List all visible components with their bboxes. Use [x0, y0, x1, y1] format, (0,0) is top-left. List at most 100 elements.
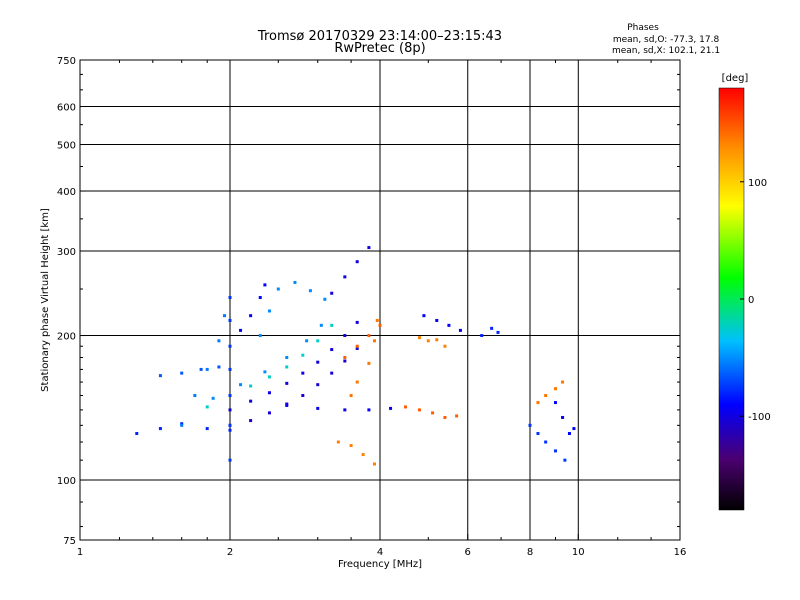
data-point [301, 394, 305, 398]
data-point [228, 344, 232, 348]
data-point [417, 336, 421, 340]
data-point [285, 365, 289, 369]
data-point [249, 314, 253, 318]
x-tick-label: 16 [674, 547, 687, 558]
data-point [285, 381, 289, 385]
data-point [490, 326, 494, 330]
colorbar-tick-label: -100 [748, 412, 771, 423]
data-point [135, 432, 139, 436]
data-point [336, 440, 340, 444]
colorbar-tick-label: 100 [748, 178, 767, 189]
data-point [301, 371, 305, 375]
data-point [561, 380, 565, 384]
data-point [553, 387, 557, 391]
colorbar-label: [deg] [722, 73, 749, 84]
data-point [249, 399, 253, 403]
data-point [361, 453, 365, 457]
data-point [355, 380, 359, 384]
phases-o-stats: mean, sd,O: -77.3, 17.8 [613, 35, 720, 45]
x-axis-label: Frequency [MHz] [338, 559, 422, 570]
data-point [544, 440, 548, 444]
data-point [355, 320, 359, 324]
data-point [316, 360, 320, 364]
data-point [267, 375, 271, 379]
data-point [323, 297, 327, 301]
data-point [443, 415, 447, 419]
data-point [435, 318, 439, 322]
data-point [349, 444, 353, 448]
data-point [553, 449, 557, 453]
data-point [572, 427, 576, 431]
data-point [316, 406, 320, 410]
data-point [249, 419, 253, 423]
data-point [267, 309, 271, 313]
data-point [199, 367, 203, 371]
y-tick-label: 400 [57, 187, 76, 198]
chart-subtitle: RwPretec (8p) [334, 41, 425, 56]
y-tick-label: 300 [57, 247, 76, 258]
data-point [239, 328, 243, 332]
grid-layer [80, 60, 680, 540]
data-point [426, 339, 430, 343]
data-point [301, 353, 305, 357]
data-point [431, 411, 435, 415]
data-point [343, 408, 347, 412]
data-point [228, 318, 232, 322]
data-point [158, 374, 162, 378]
data-point [223, 314, 227, 318]
data-point [544, 394, 548, 398]
data-point [567, 432, 571, 436]
data-point [563, 458, 567, 462]
y-axis-label: Stationary phase Virtual Height [km] [40, 208, 51, 392]
data-point [319, 323, 323, 327]
data-point [330, 371, 334, 375]
data-point [422, 314, 426, 318]
phases-x-stats: mean, sd,X: 102.1, 21.1 [612, 46, 720, 56]
data-point [330, 291, 334, 295]
data-point [367, 361, 371, 365]
data-point [239, 383, 243, 387]
data-point [373, 462, 377, 466]
data-point [355, 344, 359, 348]
x-tick-label: 1 [77, 547, 83, 558]
data-point [378, 323, 382, 327]
data-point [496, 330, 500, 334]
data-point [330, 323, 334, 327]
data-point [276, 287, 280, 291]
data-point [217, 365, 221, 369]
data-point [367, 246, 371, 250]
data-point [293, 280, 297, 284]
data-point [536, 432, 540, 436]
x-tick-label: 10 [572, 547, 585, 558]
data-point [285, 355, 289, 359]
data-point [263, 283, 267, 287]
y-tick-label: 100 [57, 476, 76, 487]
data-point [193, 394, 197, 398]
data-point [435, 338, 439, 342]
data-point [211, 396, 215, 400]
data-point [217, 339, 221, 343]
data-point [367, 334, 371, 338]
data-point [343, 359, 347, 363]
data-point [455, 414, 459, 418]
y-tick-label: 75 [63, 536, 76, 547]
y-tick-label: 500 [57, 141, 76, 152]
data-point [205, 367, 209, 371]
colorbar-tick-label: 0 [748, 295, 754, 306]
y-tick-label: 200 [57, 332, 76, 343]
x-tick-label: 4 [377, 547, 383, 558]
phases-heading: Phases [627, 23, 659, 33]
data-point [343, 275, 347, 279]
y-tick-label: 600 [57, 103, 76, 114]
data-point [228, 408, 232, 412]
data-point [536, 401, 540, 405]
data-point [205, 427, 209, 431]
data-point [158, 427, 162, 431]
data-point [228, 428, 232, 432]
data-point [305, 339, 309, 343]
chart-title: Tromsø 20170329 23:14:00–23:15:43 [257, 29, 502, 44]
data-point [249, 384, 253, 388]
data-point [228, 367, 232, 371]
data-point [316, 383, 320, 387]
